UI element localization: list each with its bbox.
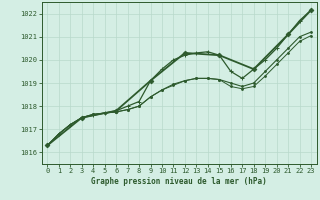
X-axis label: Graphe pression niveau de la mer (hPa): Graphe pression niveau de la mer (hPa) (91, 177, 267, 186)
